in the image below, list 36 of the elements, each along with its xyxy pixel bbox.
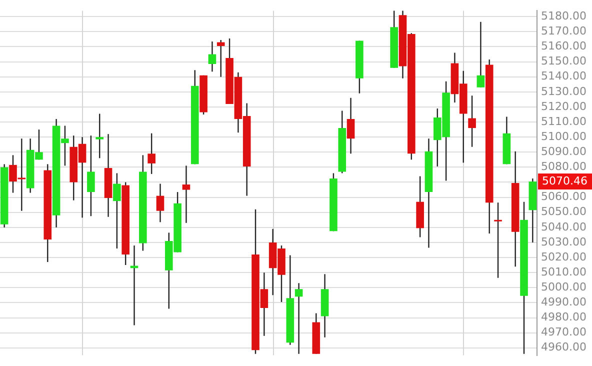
candlestick: [346, 97, 355, 154]
text: 5070.46: [542, 174, 588, 188]
candlestick: [468, 95, 476, 148]
y-tick-label: 5090.00: [541, 144, 586, 158]
y-tick-label: 4970.00: [541, 326, 586, 339]
y-tick-label: 5060.00: [541, 190, 586, 204]
candlestick: [182, 165, 190, 224]
candlestick: [148, 132, 156, 175]
candlestick: [216, 39, 225, 78]
candlestick: [494, 202, 502, 278]
candlestick: [96, 113, 104, 159]
y-tick-label: 5130.00: [541, 84, 586, 98]
y-tick-label: 5050.00: [541, 205, 586, 218]
y-tick-label: 5040.00: [541, 220, 586, 234]
y-tick-label: 5120.00: [541, 100, 586, 113]
y-tick-label: 5140.00: [541, 70, 586, 83]
candlestick: [156, 183, 164, 223]
y-tick-label: 5020.00: [541, 250, 586, 264]
y-tick-label: 4990.00: [541, 296, 586, 309]
y-tick-label: 5030.00: [541, 235, 586, 248]
candlestick: [113, 172, 121, 250]
y-tick-label: 5160.00: [541, 40, 586, 53]
candlestick: [476, 21, 485, 88]
y-tick-label: 5010.00: [541, 265, 586, 278]
y-tick-label: 5080.00: [541, 160, 586, 174]
candlestick: [208, 40, 216, 72]
candlestick: [294, 282, 303, 354]
y-tick-label: 4980.00: [541, 310, 586, 324]
y-tick-label: 4960.00: [541, 340, 586, 354]
y-tick-label: 5110.00: [541, 114, 586, 128]
candlestick: [87, 134, 95, 217]
y-tick-label: 5000.00: [541, 280, 586, 294]
y-tick-label: 5100.00: [541, 130, 586, 143]
y-tick-label: 5180.00: [541, 9, 586, 22]
y-tick-label: 5170.00: [541, 24, 586, 38]
y-tick-label: 5150.00: [541, 54, 586, 68]
